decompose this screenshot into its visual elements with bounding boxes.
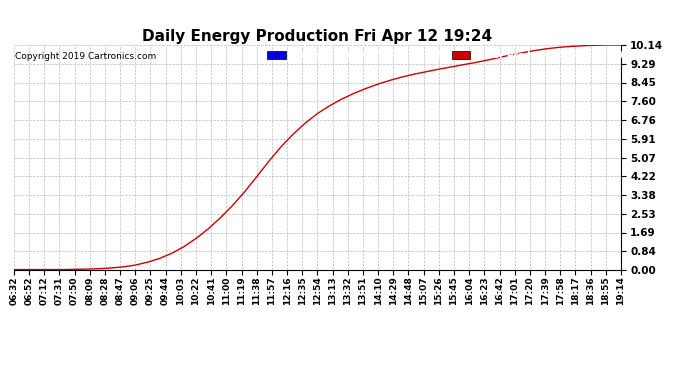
Title: Daily Energy Production Fri Apr 12 19:24: Daily Energy Production Fri Apr 12 19:24 bbox=[142, 29, 493, 44]
Legend: Power Produced OffPeak  (kWh), Power Produced OnPeak  (kWh): Power Produced OffPeak (kWh), Power Prod… bbox=[266, 50, 636, 62]
Text: Copyright 2019 Cartronics.com: Copyright 2019 Cartronics.com bbox=[15, 52, 156, 61]
